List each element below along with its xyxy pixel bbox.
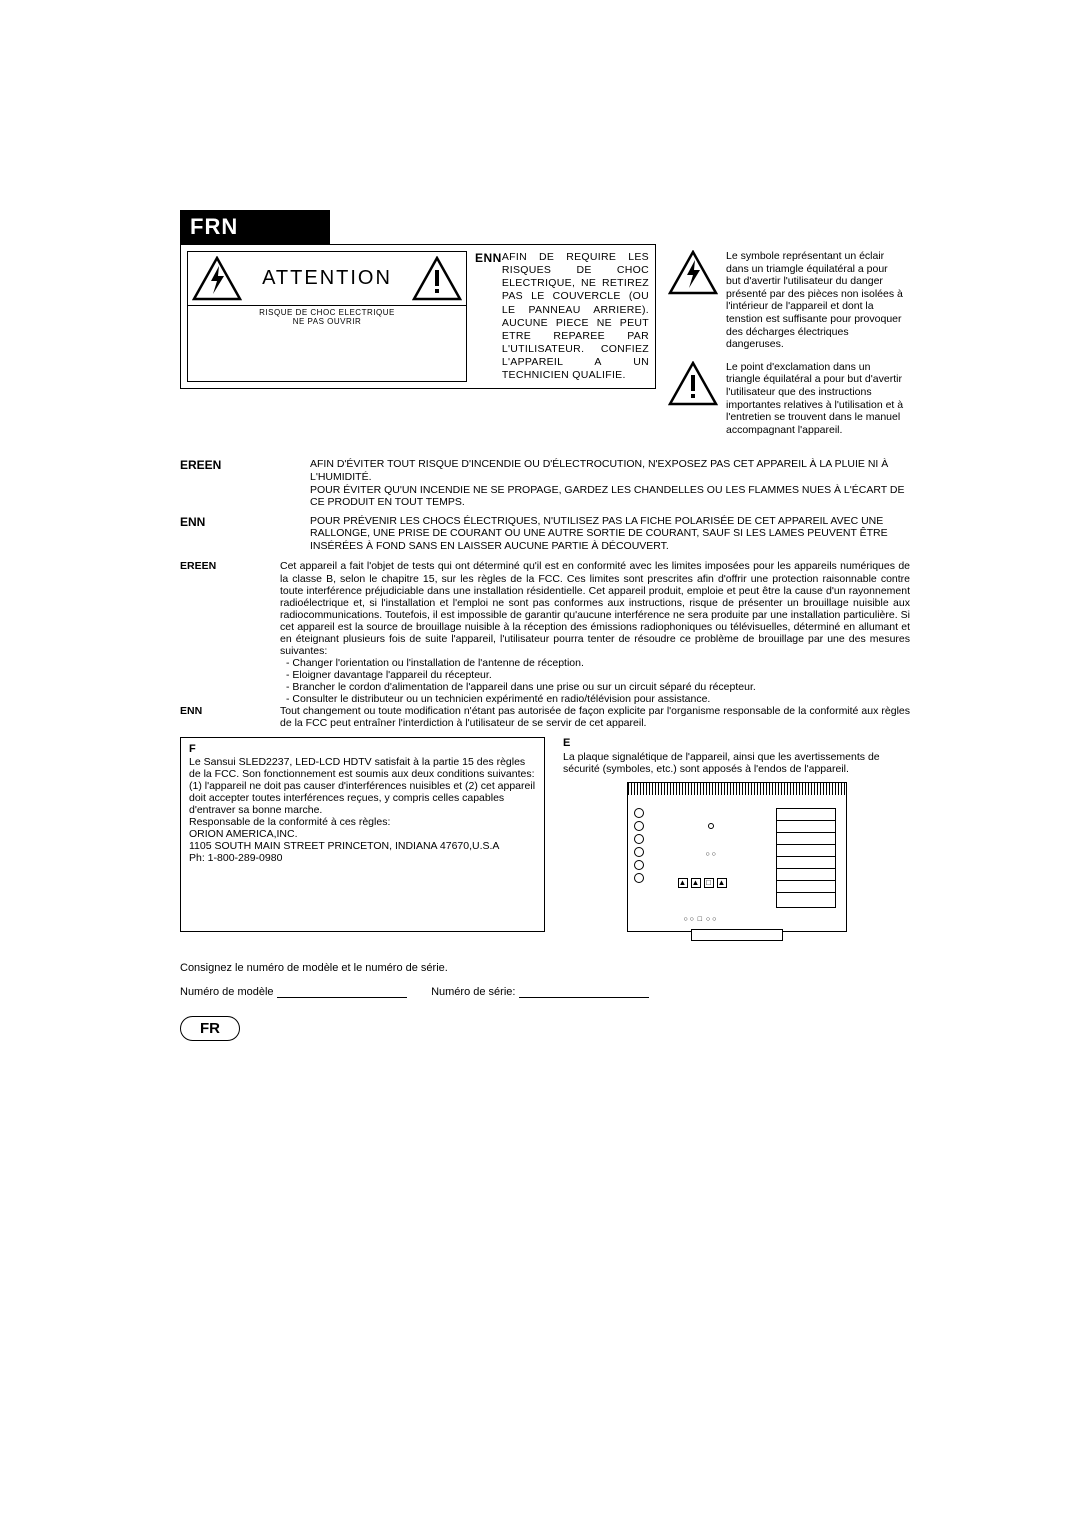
caution-panel: ATTENTION RISQUE DE CHOC ELECTRIQUE NE P… [180,244,656,389]
exclamation-icon [412,256,462,301]
fcc-box-phone: Ph: 1-800-289-0980 [189,852,536,864]
box-title: F [189,743,536,756]
fcc-body: Cet appareil a fait l'objet de tests qui… [280,560,910,657]
warning-text-2: POUR PRÉVENIR LES CHOCS ÉLECTRIQUES, N'U… [310,515,910,553]
record-instruction: Consignez le numéro de modèle et le numé… [180,962,910,974]
lightning-icon [668,250,718,351]
fcc-label-2: ENN [180,705,280,729]
model-label: Numéro de modèle [180,986,274,998]
fcc-compliance-box: F Le Sansui SLED2237, LED-LCD HDTV satis… [180,737,545,931]
warning-text-1: AFIN D'ÉVITER TOUT RISQUE D'INCENDIE OU … [310,458,910,508]
excl-description: Le point d'exclamation dans un triangle … [726,361,904,437]
tv-back-diagram: ▲▲□▲ ○ ○ ○ ○ □ ○ ○ [627,782,847,932]
fcc-note: Tout changement ou toute modification n'… [280,705,910,729]
caution-text: AFIN DE REQUIRE LES RISQUES DE CHOC ELEC… [502,251,649,382]
lightning-icon [192,256,242,301]
fcc-box-text: Le Sansui SLED2237, LED-LCD HDTV satisfa… [189,756,536,816]
serial-field[interactable] [519,997,649,998]
warning-label-1: EREEN [180,458,310,508]
fcc-list: Changer l'orientation ou l'installation … [280,657,910,705]
caution-subtitle-2: NE PAS OUVRIR [188,317,466,326]
section-header: FRN [180,210,330,244]
label-title: E [563,737,910,750]
fcc-label-1: EREEN [180,560,280,705]
label-text: La plaque signalétique de l'appareil, ai… [563,751,910,776]
warning-label-2: ENN [180,515,310,553]
exclamation-icon [668,361,718,437]
list-item: Consulter le distributeur ou un technici… [286,693,910,705]
list-item: Changer l'orientation ou l'installation … [286,657,910,669]
fcc-box-resp: Responsable de la conformité à ces règle… [189,816,536,828]
page-number: FR [180,1016,240,1041]
caution-title: ATTENTION [242,267,412,290]
fcc-box-company: ORION AMERICA,INC. [189,828,536,840]
caution-subtitle-1: RISQUE DE CHOC ELECTRIQUE [188,308,466,317]
list-item: Eloigner davantage l'appareil du récepte… [286,669,910,681]
list-item: Brancher le cordon d'alimentation de l'a… [286,681,910,693]
bolt-description: Le symbole représentant un éclair dans u… [726,250,904,351]
caution-label: ENN [475,251,502,382]
fcc-box-addr: 1105 SOUTH MAIN STREET PRINCETON, INDIAN… [189,840,536,852]
model-field[interactable] [277,997,407,998]
serial-label: Numéro de série: [431,986,515,998]
